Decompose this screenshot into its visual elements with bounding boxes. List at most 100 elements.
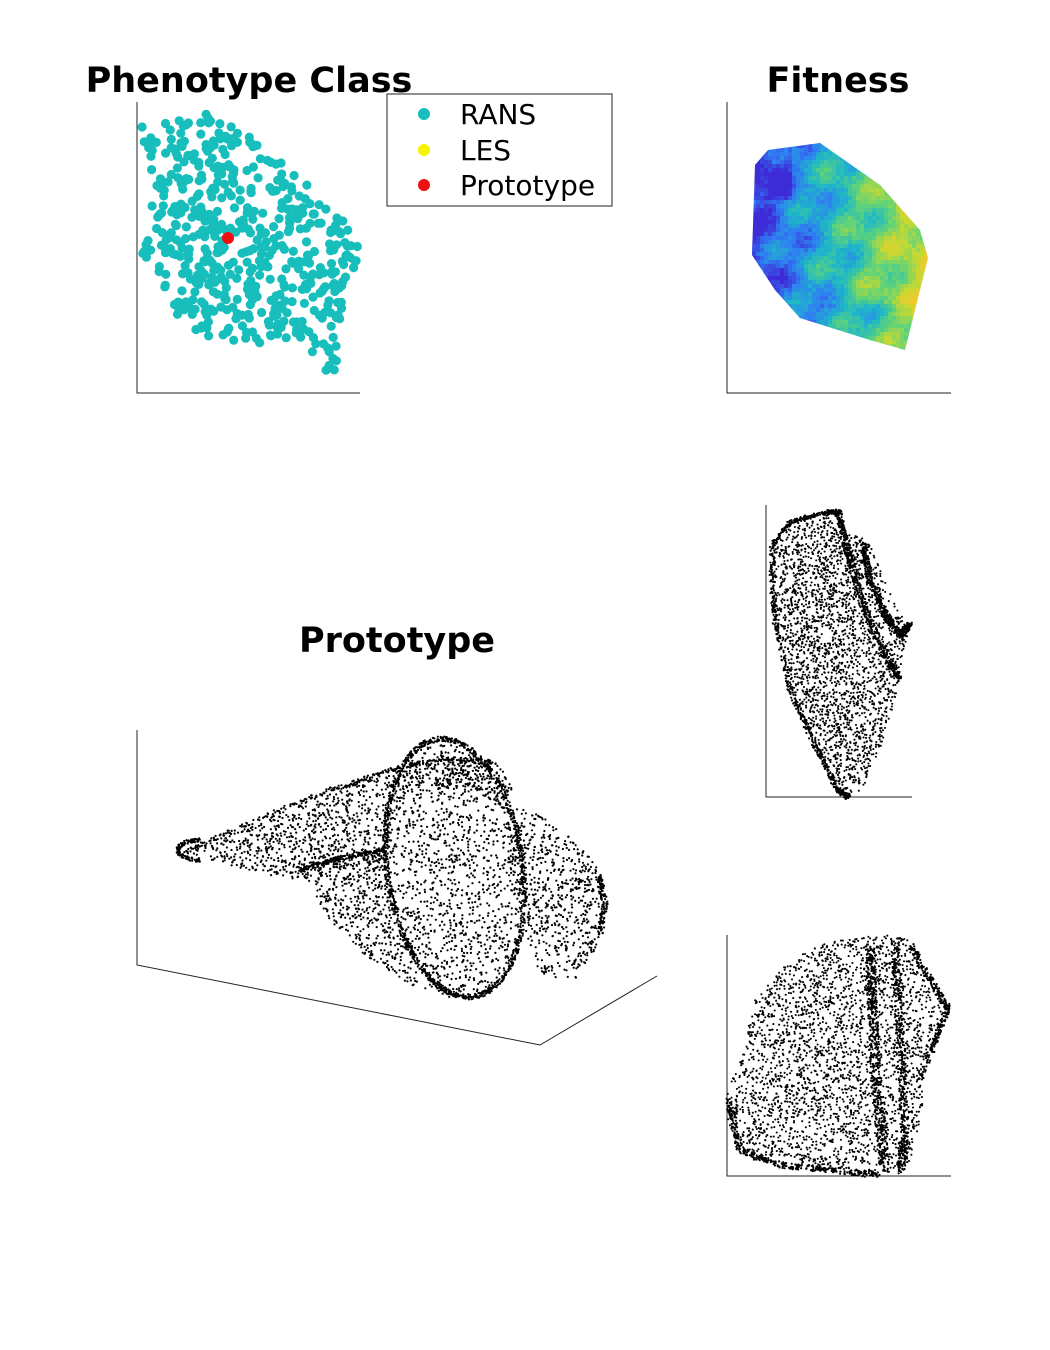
fitness-cell	[792, 328, 797, 333]
fitness-cell	[896, 344, 901, 349]
fitness-cell	[756, 272, 761, 277]
prototype-point	[424, 987, 427, 990]
fitness-cell	[860, 148, 865, 153]
fitness-cell	[784, 212, 789, 217]
prototype-point	[380, 923, 383, 926]
fitness-cell	[752, 172, 753, 177]
prototype-point	[358, 890, 361, 893]
fitness-cell	[928, 308, 932, 312]
prototype-point	[331, 908, 334, 911]
fitness-cell	[808, 220, 813, 225]
fitness-cell	[844, 224, 849, 229]
fitness-cell	[816, 200, 821, 205]
prototype-point	[517, 873, 520, 877]
rans-point	[333, 297, 343, 308]
fitness-cell	[888, 296, 893, 301]
prototype-point	[350, 799, 353, 802]
fitness-cell	[832, 264, 837, 269]
fitness-cell	[928, 320, 932, 324]
fitness-cell	[904, 352, 908, 356]
fitness-cell	[816, 168, 821, 173]
rans-point	[340, 238, 350, 248]
prototype-point	[576, 852, 579, 855]
fitness-cell	[912, 260, 917, 265]
rans-point	[304, 258, 315, 268]
fitness-cell	[900, 272, 905, 277]
fitness-cell	[832, 276, 837, 281]
prototype-point	[270, 832, 273, 835]
fitness-cell	[868, 152, 873, 157]
fitness-cell	[788, 192, 793, 197]
prototype-point	[216, 842, 219, 845]
fitness-cell	[896, 316, 901, 321]
fitness-cell	[844, 336, 849, 341]
prototype-point	[326, 875, 329, 878]
prototype-point	[230, 848, 233, 852]
prototype-point	[307, 824, 310, 828]
prototype-point	[340, 838, 343, 841]
prototype-points	[175, 735, 609, 1001]
fitness-cell	[752, 316, 753, 321]
prototype-point	[531, 927, 534, 930]
fitness-cell	[780, 192, 785, 197]
fitness-cell	[764, 232, 769, 237]
rans-point	[192, 276, 202, 286]
fitness-cell	[880, 300, 885, 305]
fitness-cell	[824, 196, 829, 201]
prototype-point	[587, 879, 590, 882]
fitness-cell	[872, 296, 877, 301]
fitness-cell	[892, 340, 897, 345]
fitness-cell	[780, 308, 785, 313]
prototype-point	[384, 914, 388, 917]
fitness-cell	[760, 280, 765, 285]
prototype-point	[291, 877, 294, 880]
prototype-point	[189, 850, 192, 853]
fitness-cell	[772, 280, 777, 285]
fitness-cell	[920, 316, 925, 321]
fitness-cell	[852, 143, 857, 145]
prototype-point	[571, 963, 574, 967]
fitness-cell	[884, 336, 889, 341]
rans-point	[247, 295, 258, 305]
prototype-point	[411, 984, 414, 987]
prototype-point	[575, 869, 578, 872]
fitness-cell	[856, 172, 861, 177]
fitness-cell	[920, 152, 925, 157]
fitness-cell	[824, 228, 829, 233]
prototype-point	[335, 862, 338, 865]
fitness-cell	[808, 340, 813, 345]
fitness-cell	[864, 188, 869, 193]
fitness-cell	[892, 228, 897, 233]
fitness-cell	[788, 344, 793, 349]
fitness-cell	[796, 268, 801, 273]
fitness-cell	[836, 192, 841, 197]
fitness-cell	[756, 332, 761, 337]
prototype-point	[501, 806, 505, 810]
prototype-point	[570, 911, 573, 914]
prototype-point	[350, 858, 353, 861]
fitness-cell	[820, 328, 825, 333]
prototype-point	[335, 793, 338, 796]
fitness-cell	[852, 252, 857, 257]
prototype-point	[246, 850, 249, 853]
prototype-point	[548, 824, 551, 827]
prototype-point	[356, 900, 359, 903]
prototype-point	[378, 794, 381, 797]
fitness-cell	[768, 172, 773, 177]
fitness-cell	[892, 188, 897, 193]
fitness-cell	[864, 348, 869, 350]
rans-point	[279, 244, 289, 254]
fitness-cell	[848, 180, 853, 185]
fitness-cell	[924, 224, 928, 229]
fitness-cell	[912, 344, 917, 349]
fitness-cell	[892, 180, 897, 185]
fitness-cell	[800, 220, 805, 225]
fitness-cell	[836, 268, 841, 273]
prototype-point	[399, 938, 402, 941]
prototype-point	[522, 839, 526, 842]
fitness-cell	[804, 352, 808, 356]
prototype-point	[510, 868, 513, 871]
prototype-point	[538, 927, 542, 930]
prototype-point	[432, 967, 435, 971]
fitness-cell	[896, 184, 901, 189]
